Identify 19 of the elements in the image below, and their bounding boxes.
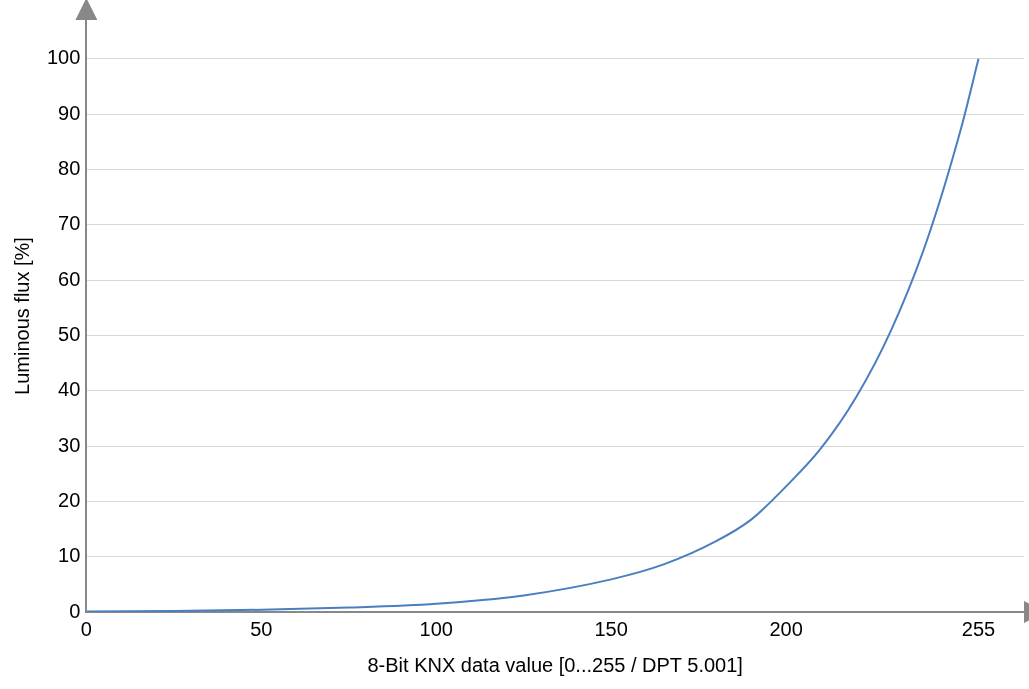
y-tick-label: 10 xyxy=(58,544,81,567)
y-tick-label: 70 xyxy=(58,212,81,235)
y-tick-label: 60 xyxy=(58,267,81,290)
y-tick-label: 80 xyxy=(58,156,81,179)
x-tick-label: 150 xyxy=(594,617,628,640)
y-tick-label: 30 xyxy=(58,433,81,456)
y-tick-label: 50 xyxy=(58,322,81,345)
x-tick-label: 200 xyxy=(769,617,803,640)
y-tick-label: 0 xyxy=(69,599,81,622)
x-axis-title: 8-Bit KNX data value [0...255 / DPT 5.001] xyxy=(367,653,743,676)
y-tick-label: 40 xyxy=(58,378,81,401)
x-tick-label: 100 xyxy=(419,617,453,640)
y-tick-label: 100 xyxy=(46,46,81,69)
x-tick-label: 255 xyxy=(961,617,996,640)
x-tick-label: 50 xyxy=(250,617,273,640)
y-axis-title: Luminous flux [%] xyxy=(10,237,33,395)
y-tick-label: 90 xyxy=(58,101,81,124)
y-tick-label: 20 xyxy=(58,488,81,511)
line-series xyxy=(86,57,980,612)
